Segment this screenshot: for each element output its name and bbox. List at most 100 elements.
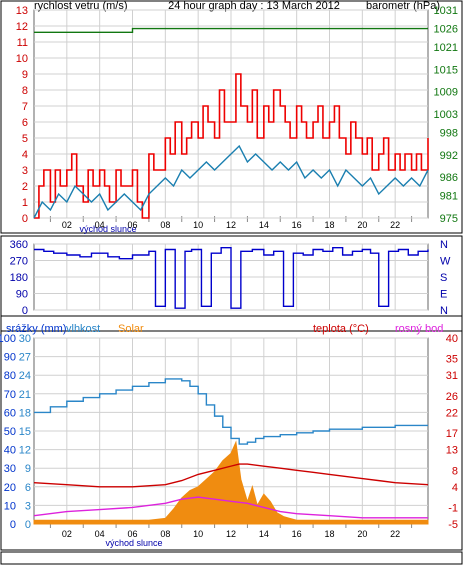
direction-y-tick-label: 90: [16, 289, 28, 301]
x-tick-label-bottom: 04: [95, 529, 105, 539]
wind-y-tick-label: 13: [16, 5, 28, 17]
barometer-y-tick-label: 1009: [434, 87, 458, 99]
barometer-y-tick-label: 998: [440, 128, 458, 140]
x-tick-label-top: 02: [62, 220, 72, 230]
x-tick-label-top: 16: [292, 220, 302, 230]
humidity-y-tick-label: 18: [19, 407, 31, 419]
x-tick-label-top: 22: [390, 220, 400, 230]
wind-y-tick-label: 4: [22, 149, 28, 161]
x-tick-label-bottom: 12: [226, 529, 236, 539]
wind-y-tick-label: 1: [22, 197, 28, 209]
barometer-y-tick-label: 1015: [434, 64, 458, 76]
wind-y-tick-label: 2: [22, 181, 28, 193]
direction-y-tick-label: 180: [10, 272, 28, 284]
x-tick-label-bottom: 10: [193, 529, 203, 539]
temperature-y-tick-label: 40: [446, 333, 458, 345]
barometer-y-tick-label: 975: [440, 213, 458, 225]
barometer-y-tick-label: 1026: [434, 24, 458, 36]
rain-y-tick-label: 80: [4, 370, 16, 382]
humidity-y-tick-label: 6: [25, 482, 31, 494]
legend-temperature: teplota (°C): [313, 323, 369, 335]
wind-y-tick-label: 10: [16, 53, 28, 65]
sunrise-label-top: východ slunce: [79, 224, 136, 234]
rain-y-tick-label: 40: [4, 445, 16, 457]
wind-y-tick-label: 8: [22, 85, 28, 97]
x-tick-label-bottom: 06: [127, 529, 137, 539]
legend-solar: Solar: [118, 323, 144, 335]
compass-tick-label: N: [440, 239, 448, 251]
wind-y-tick-label: 7: [22, 101, 28, 113]
bottom-panel-frame: [0, 315, 463, 551]
wind-y-tick-label: 9: [22, 69, 28, 81]
series-dewpoint: [33, 496, 428, 519]
series-solar: [33, 440, 429, 525]
temperature-y-tick-label: -5: [448, 519, 458, 531]
x-tick-label-bottom: 08: [160, 529, 170, 539]
rain-y-tick-label: 10: [4, 500, 16, 512]
rain-y-tick-label: 90: [4, 352, 16, 364]
barometer-y-tick-label: 992: [440, 150, 458, 162]
x-tick-label-top: 10: [193, 220, 203, 230]
temperature-y-tick-label: 13: [446, 445, 458, 457]
humidity-y-tick-label: 12: [19, 445, 31, 457]
middle-panel-frame: [0, 235, 463, 332]
wind-y-tick-label: 6: [22, 117, 28, 129]
legend-rain: srážky (mm): [6, 323, 67, 335]
rain-y-tick-label: 70: [4, 389, 16, 401]
legend-humidity: vlhkost: [66, 323, 100, 335]
wind-y-tick-label: 12: [16, 21, 28, 33]
x-tick-label-top: 14: [259, 220, 269, 230]
direction-y-tick-label: 0: [22, 305, 28, 317]
top-panel-frame: [0, 0, 463, 234]
x-tick-label-bottom: 16: [292, 529, 302, 539]
wind-y-tick-label: 11: [17, 37, 28, 49]
humidity-y-tick-label: 0: [25, 519, 31, 531]
sunrise-label-bottom: východ slunce: [105, 538, 162, 548]
rain-y-tick-label: 50: [4, 426, 16, 438]
barometer-y-tick-label: 981: [440, 191, 458, 203]
x-tick-label-bottom: 14: [259, 529, 269, 539]
rain-y-tick-label: 20: [4, 482, 16, 494]
temperature-y-tick-label: 17: [446, 428, 458, 440]
direction-y-tick-label: 360: [10, 239, 28, 251]
chart-title: 24 hour graph day : 13 March 2012: [168, 0, 340, 12]
wind-y-tick-label: 0: [22, 213, 28, 225]
rain-y-tick-label: 100: [0, 333, 16, 345]
x-tick-label-bottom: 22: [390, 529, 400, 539]
x-tick-label-top: 08: [160, 220, 170, 230]
barometer-y-tick-label: 1003: [434, 109, 458, 121]
x-tick-label-top: 04: [95, 220, 105, 230]
temperature-y-tick-label: 26: [446, 391, 458, 403]
temperature-y-tick-label: 4: [452, 482, 458, 494]
series-temperature: [33, 463, 429, 488]
series-wind-gust: [34, 73, 429, 219]
temperature-y-tick-label: 35: [446, 354, 458, 366]
x-tick-label-bottom: 20: [357, 529, 367, 539]
temperature-y-tick-label: 31: [446, 370, 458, 382]
compass-tick-label: N: [440, 305, 448, 317]
wind-axis-label: rychlost vetru (m/s): [34, 0, 128, 12]
rain-y-tick-label: 60: [4, 407, 16, 419]
humidity-y-tick-label: 27: [19, 352, 31, 364]
legend-dewpoint: rosný bod: [395, 323, 443, 335]
direction-y-tick-label: 270: [10, 256, 28, 268]
rain-y-tick-label: 0: [10, 519, 16, 531]
humidity-y-tick-label: 9: [25, 463, 31, 475]
x-tick-label-top: 06: [127, 220, 137, 230]
compass-tick-label: W: [440, 256, 451, 268]
temperature-y-tick-label: 8: [452, 465, 458, 477]
humidity-y-tick-label: 3: [25, 500, 31, 512]
series-wind-average: [33, 144, 429, 219]
wind-y-tick-label: 3: [22, 165, 28, 177]
humidity-y-tick-label: 21: [19, 389, 31, 401]
rain-y-tick-label: 30: [4, 463, 16, 475]
barometer-y-tick-label: 1031: [434, 5, 458, 17]
footer-frame: [0, 551, 463, 565]
x-tick-label-top: 18: [324, 220, 334, 230]
barometer-axis-label: barometr (hPa): [366, 0, 440, 12]
temperature-y-tick-label: 22: [446, 407, 458, 419]
x-tick-label-bottom: 02: [62, 529, 72, 539]
compass-tick-label: E: [440, 289, 447, 301]
